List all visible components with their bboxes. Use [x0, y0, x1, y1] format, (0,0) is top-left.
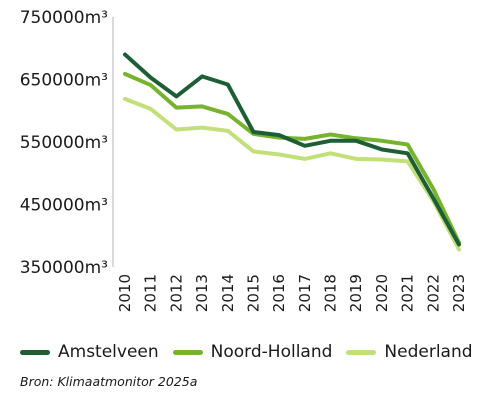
legend-swatch: [346, 349, 377, 355]
series-lines: [123, 52, 461, 252]
legend-swatch: [172, 349, 203, 355]
x-tick-label: 2020: [373, 274, 391, 312]
x-tick-label: 2015: [244, 274, 262, 312]
legend-label: Amstelveen: [58, 342, 159, 362]
x-tick-label: 2023: [450, 274, 468, 312]
x-tick-label: 2022: [424, 274, 442, 312]
x-tick-label: 2014: [219, 274, 237, 312]
y-tick-label: 550000m³: [20, 133, 108, 153]
x-tick-label: 2016: [270, 274, 288, 312]
x-tick-label: 2019: [347, 274, 365, 312]
y-tick-label: 450000m³: [20, 196, 108, 216]
x-axis-ticks: 2010 2011 2012 2013 2014 2015 2016 2017 2018 2019…: [116, 274, 468, 312]
y-axis-ticks: 350000m³ 450000m³ 550000m³ 650000m³ 750000m³: [20, 8, 108, 278]
legend-item: Noord-Holland: [172, 342, 333, 362]
x-tick-label: 2012: [167, 274, 185, 312]
legend-swatch: [20, 349, 50, 355]
y-tick-label: 650000m³: [20, 71, 108, 91]
legend-item: Nederland: [346, 342, 473, 362]
x-tick-label: 2018: [322, 274, 340, 312]
x-tick-label: 2021: [399, 274, 417, 312]
y-tick-label: 350000m³: [20, 258, 108, 278]
x-tick-label: 2011: [142, 274, 160, 312]
x-tick-label: 2013: [193, 274, 211, 312]
series-line-noord-holland: [123, 71, 461, 245]
y-tick-label: 750000m³: [20, 8, 108, 28]
x-tick-label: 2017: [296, 274, 314, 312]
legend-label: Nederland: [384, 342, 473, 362]
legend-label: Noord-Holland: [210, 342, 333, 362]
source-note: Bron: Klimaatmonitor 2025a: [20, 374, 198, 389]
x-tick-label: 2010: [116, 274, 134, 312]
series-line-amstelveen: [123, 52, 461, 247]
line-chart: 350000m³ 450000m³ 550000m³ 650000m³ 750000m³…: [20, 8, 468, 312]
series-line-nederland: [123, 96, 461, 252]
legend-item: Amstelveen: [20, 342, 159, 362]
legend: Amstelveen Noord-Holland Nederland: [20, 342, 487, 362]
